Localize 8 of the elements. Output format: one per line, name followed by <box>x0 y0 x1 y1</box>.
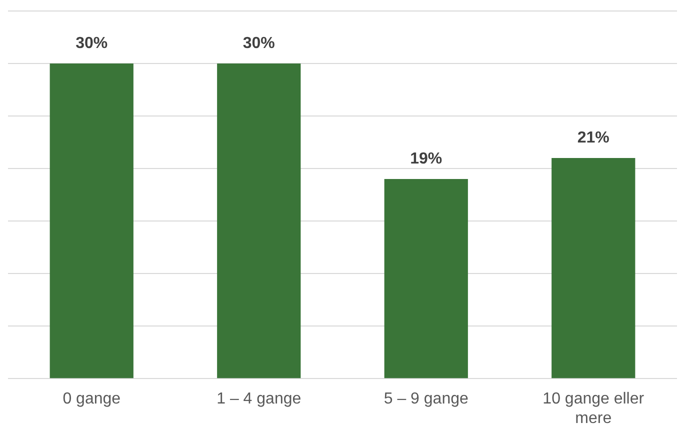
data-label: 19% <box>410 150 442 168</box>
x-tick-label: 1 – 4 gange <box>216 390 302 408</box>
data-label: 30% <box>242 34 275 52</box>
x-tick-label: 5 – 9 gange <box>384 390 468 408</box>
x-tick-label: 10 gange eller mere <box>542 390 645 427</box>
data-label: 21% <box>577 129 610 146</box>
x-tick-label: 0 gange <box>62 390 121 408</box>
data-label: 30% <box>76 34 108 52</box>
